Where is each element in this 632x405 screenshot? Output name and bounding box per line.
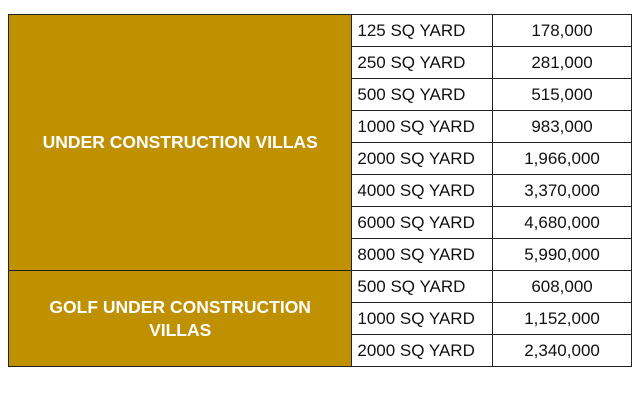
price-cell: 4,680,000 xyxy=(492,206,632,239)
price-cell: 178,000 xyxy=(492,14,632,47)
price-cell: 1,966,000 xyxy=(492,142,632,175)
table-row: 1000 SQ YARD 1,152,000 xyxy=(9,302,632,335)
size-cell: 500 SQ YARD xyxy=(351,270,494,303)
table-row: UNDER CONSTRUCTION VILLAS 125 SQ YARD 178,… xyxy=(7,14,632,271)
size-cell: 1000 SQ YARD xyxy=(351,110,494,143)
price-cell: 608,000 xyxy=(492,270,632,303)
table-row: GOLF UNDER CONSTRUCTION VILLAS 500 SQ YAR… xyxy=(7,270,632,367)
size-cell: 500 SQ YARD xyxy=(351,78,494,111)
size-cell: 1000 SQ YARD xyxy=(351,302,494,335)
table-row: 250 SQ YARD 281,000 xyxy=(9,46,632,79)
table-row: 4000 SQ YARD 3,370,000 xyxy=(9,174,632,207)
size-cell: 6000 SQ YARD xyxy=(351,206,494,239)
table-row: 2000 SQ YARD 2,340,000 xyxy=(9,334,632,367)
price-cell: 5,990,000 xyxy=(492,238,632,271)
price-cell: 1,152,000 xyxy=(492,302,632,335)
table-row: 8000 SQ YARD 5,990,000 xyxy=(9,238,632,271)
price-cell: 515,000 xyxy=(492,78,632,111)
size-cell: 4000 SQ YARD xyxy=(351,174,494,207)
category-cell: GOLF UNDER CONSTRUCTION VILLAS xyxy=(7,270,353,367)
size-cell: 8000 SQ YARD xyxy=(351,238,494,271)
table-row: 500 SQ YARD 515,000 xyxy=(9,78,632,111)
table-row: 1000 SQ YARD 983,000 xyxy=(9,110,632,143)
price-cell: 2,340,000 xyxy=(492,334,632,367)
size-cell: 2000 SQ YARD xyxy=(351,334,494,367)
table-row: 2000 SQ YARD 1,966,000 xyxy=(9,142,632,175)
category-cell: UNDER CONSTRUCTION VILLAS xyxy=(7,14,353,271)
price-cell: 983,000 xyxy=(492,110,632,143)
price-table: UNDER CONSTRUCTION VILLAS 125 SQ YARD 178,… xyxy=(7,14,632,367)
size-cell: 2000 SQ YARD xyxy=(351,142,494,175)
table-row: 6000 SQ YARD 4,680,000 xyxy=(9,206,632,239)
price-cell: 281,000 xyxy=(492,46,632,79)
size-cell: 250 SQ YARD xyxy=(351,46,494,79)
size-cell: 125 SQ YARD xyxy=(351,14,494,47)
price-cell: 3,370,000 xyxy=(492,174,632,207)
